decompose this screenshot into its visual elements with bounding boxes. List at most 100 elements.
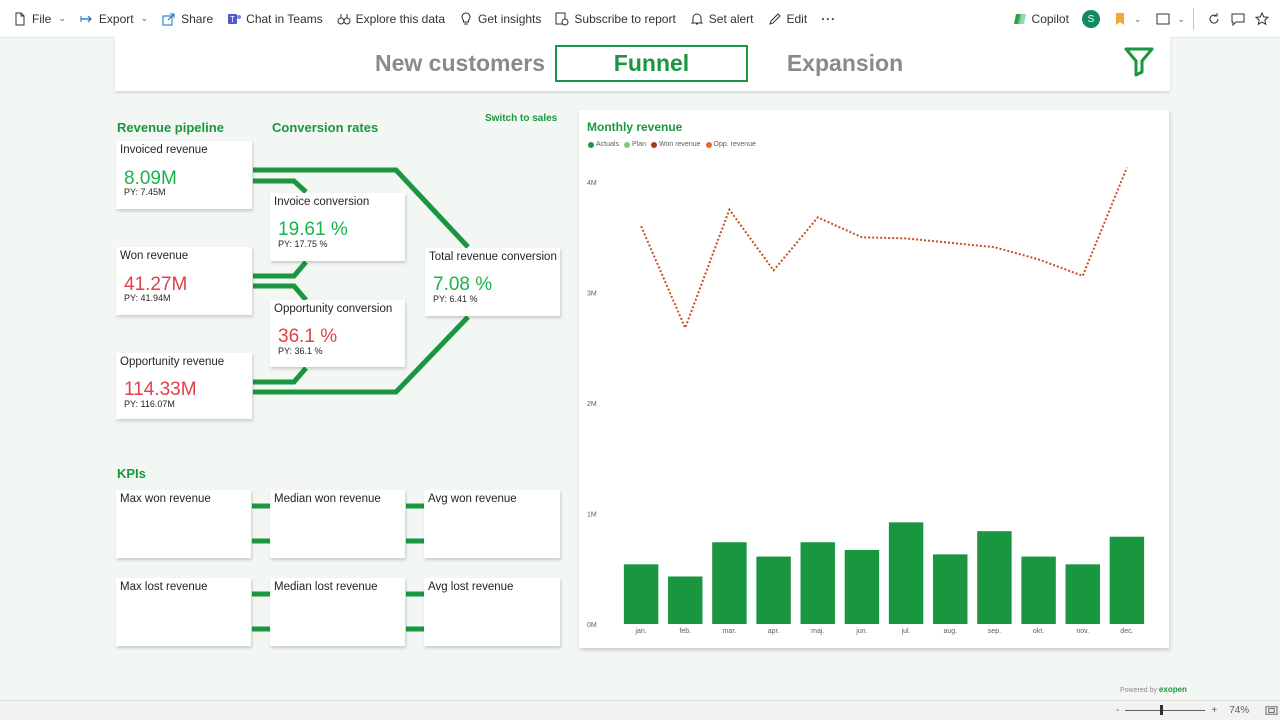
share-button[interactable]: Share [155, 6, 220, 32]
opportunity-revenue-card[interactable]: Opportunity revenue 114.33M PY: 116.07M [116, 353, 252, 419]
bar-actuals [800, 542, 835, 624]
x-tick-label: feb. [679, 628, 691, 635]
page-navigation: New customers Funnel Expansion [115, 37, 1170, 91]
card-label: Invoiced revenue [120, 144, 208, 156]
bookmark-button[interactable] [1108, 7, 1132, 31]
median-won-revenue-card[interactable]: Median won revenue [270, 490, 405, 558]
get-insights-button[interactable]: Get insights [452, 6, 548, 32]
bookmark-icon [1115, 13, 1124, 25]
won-revenue-card[interactable]: Won revenue 41.27M PY: 41.94M [116, 247, 252, 315]
tab-new-customers[interactable]: New customers [375, 50, 546, 76]
chat-in-teams-button[interactable]: T Chat in Teams [220, 6, 329, 32]
card-label: Opportunity revenue [120, 356, 225, 368]
max-lost-revenue-card[interactable]: Max lost revenue [116, 578, 251, 646]
export-menu[interactable]: Export ⌄ [73, 6, 155, 32]
legend-label: Actuals [596, 141, 619, 148]
zoom-in-button[interactable]: + [1211, 705, 1218, 716]
favorite-button[interactable] [1250, 7, 1274, 31]
explore-data-button[interactable]: Explore this data [330, 6, 452, 32]
avg-won-revenue-card[interactable]: Avg won revenue [424, 490, 560, 558]
card-label: Median lost revenue [274, 581, 378, 593]
bar-actuals [623, 564, 659, 624]
comment-button[interactable] [1226, 7, 1250, 31]
zoom-slider[interactable] [1125, 705, 1206, 715]
avg-lost-revenue-card[interactable]: Avg lost revenue [424, 578, 560, 646]
fit-to-page-icon[interactable] [1265, 704, 1278, 717]
more-icon: ··· [821, 11, 837, 26]
x-tick-label: jun. [855, 628, 867, 635]
flow-opp-to-opp-conv [253, 366, 308, 385]
filter-icon[interactable] [1123, 45, 1155, 77]
median-lost-revenue-card[interactable]: Median lost revenue [270, 578, 405, 646]
legend-item-won-revenue[interactable]: Won revenue [650, 141, 701, 148]
bar-actuals [1021, 556, 1056, 624]
bar-actuals [712, 542, 747, 624]
edit-button[interactable]: Edit [761, 6, 815, 32]
max-won-revenue-card[interactable]: Max won revenue [116, 490, 251, 558]
powered-by-label: Powered by exopen [1120, 685, 1187, 694]
x-tick-label: okt. [1033, 628, 1044, 635]
tab-funnel[interactable]: Funnel [555, 45, 748, 82]
x-tick-label: aug. [943, 628, 957, 635]
powered-by-text: Powered by [1120, 687, 1157, 694]
card-label: Invoice conversion [274, 196, 370, 208]
bar-actuals [933, 554, 968, 624]
card-value: 36.1 % [278, 326, 338, 347]
tab-expansion[interactable]: Expansion [786, 50, 904, 76]
legend-item-plan[interactable]: Plan [623, 141, 646, 148]
card-label: Max won revenue [120, 493, 211, 505]
more-options-button[interactable]: ··· [814, 6, 843, 32]
opportunity-conversion-card[interactable]: Opportunity conversion 36.1 % PY: 36.1 % [270, 300, 405, 367]
card-label: Max lost revenue [120, 581, 208, 593]
insights-label: Get insights [478, 11, 542, 26]
subscribe-button[interactable]: Subscribe to report [548, 6, 682, 32]
chevron-down-icon: ⌄ [58, 13, 66, 23]
bar-actuals [1065, 564, 1100, 624]
set-alert-button[interactable]: Set alert [683, 6, 761, 32]
card-value: 41.27M [124, 274, 188, 295]
zoom-slider-thumb[interactable] [1160, 705, 1164, 715]
card-previous-year: PY: 116.07M [124, 399, 175, 409]
toolbar-divider [1193, 8, 1194, 30]
monthly-revenue-chart[interactable]: Monthly revenue Actuals Plan Won revenue… [579, 110, 1169, 648]
y-tick-label: 2M [587, 401, 597, 408]
binoculars-icon [337, 13, 351, 24]
card-value: 7.08 % [433, 274, 493, 295]
lightbulb-icon [461, 11, 471, 24]
legend-swatch [650, 141, 657, 148]
total-revenue-conversion-card[interactable]: Total revenue conversion 7.08 % PY: 6.41… [425, 248, 560, 316]
kpis-title: KPIs [117, 466, 146, 481]
avatar[interactable]: S [1081, 10, 1100, 28]
bar-actuals [844, 549, 880, 624]
card-value: 19.61 % [278, 219, 348, 240]
bell-icon [690, 13, 704, 24]
switch-to-sales-button[interactable]: Switch to sales [485, 113, 558, 124]
legend-label: Won revenue [658, 141, 701, 148]
zoom-out-button[interactable]: - [1116, 705, 1120, 716]
invoice-conversion-card[interactable]: Invoice conversion 19.61 % PY: 17.75 % [270, 193, 405, 261]
refresh-button[interactable] [1202, 7, 1226, 31]
chevron-down-icon[interactable]: ⌄ [1177, 13, 1185, 24]
legend-swatch [705, 141, 712, 148]
flow-won-to-opp-conv [253, 283, 308, 302]
copilot-button[interactable]: Copilot [1006, 6, 1076, 32]
view-button[interactable] [1151, 7, 1175, 31]
chevron-down-icon[interactable]: ⌄ [1133, 13, 1142, 24]
copilot-icon [1013, 14, 1026, 24]
card-value: 114.33M [124, 379, 197, 400]
edit-label: Edit [786, 11, 808, 26]
comment-icon [1231, 13, 1245, 26]
bar-actuals [668, 576, 703, 624]
card-previous-year: PY: 6.41 % [433, 294, 478, 304]
status-bar: - + 74% [0, 700, 1280, 720]
file-menu[interactable]: File ⌄ [6, 6, 73, 32]
invoiced-revenue-card[interactable]: Invoiced revenue 8.09M PY: 7.45M [116, 141, 252, 209]
view-icon [1156, 13, 1170, 25]
card-label: Median won revenue [274, 493, 381, 505]
file-icon [15, 12, 25, 25]
card-previous-year: PY: 7.45M [124, 187, 166, 197]
legend-item-actuals[interactable]: Actuals [588, 141, 619, 148]
legend-item-opp-revenue[interactable]: Opp. revenue [705, 141, 756, 148]
report-toolbar: File ⌄ Export ⌄ Share T Chat in Teams Ex… [0, 0, 1280, 38]
